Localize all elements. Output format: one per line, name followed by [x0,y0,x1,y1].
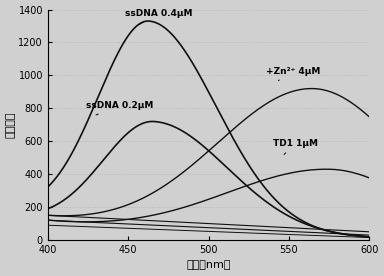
Text: TD1 1μM: TD1 1μM [273,139,318,155]
X-axis label: 波长（nm）: 波长（nm） [186,261,231,270]
Y-axis label: 荧光强度: 荧光强度 [5,112,16,138]
Text: ssDNA 0.4μM: ssDNA 0.4μM [125,9,192,25]
Text: ssDNA 0.2μM: ssDNA 0.2μM [86,101,154,115]
Text: +Zn²⁺ 4μM: +Zn²⁺ 4μM [266,67,321,81]
